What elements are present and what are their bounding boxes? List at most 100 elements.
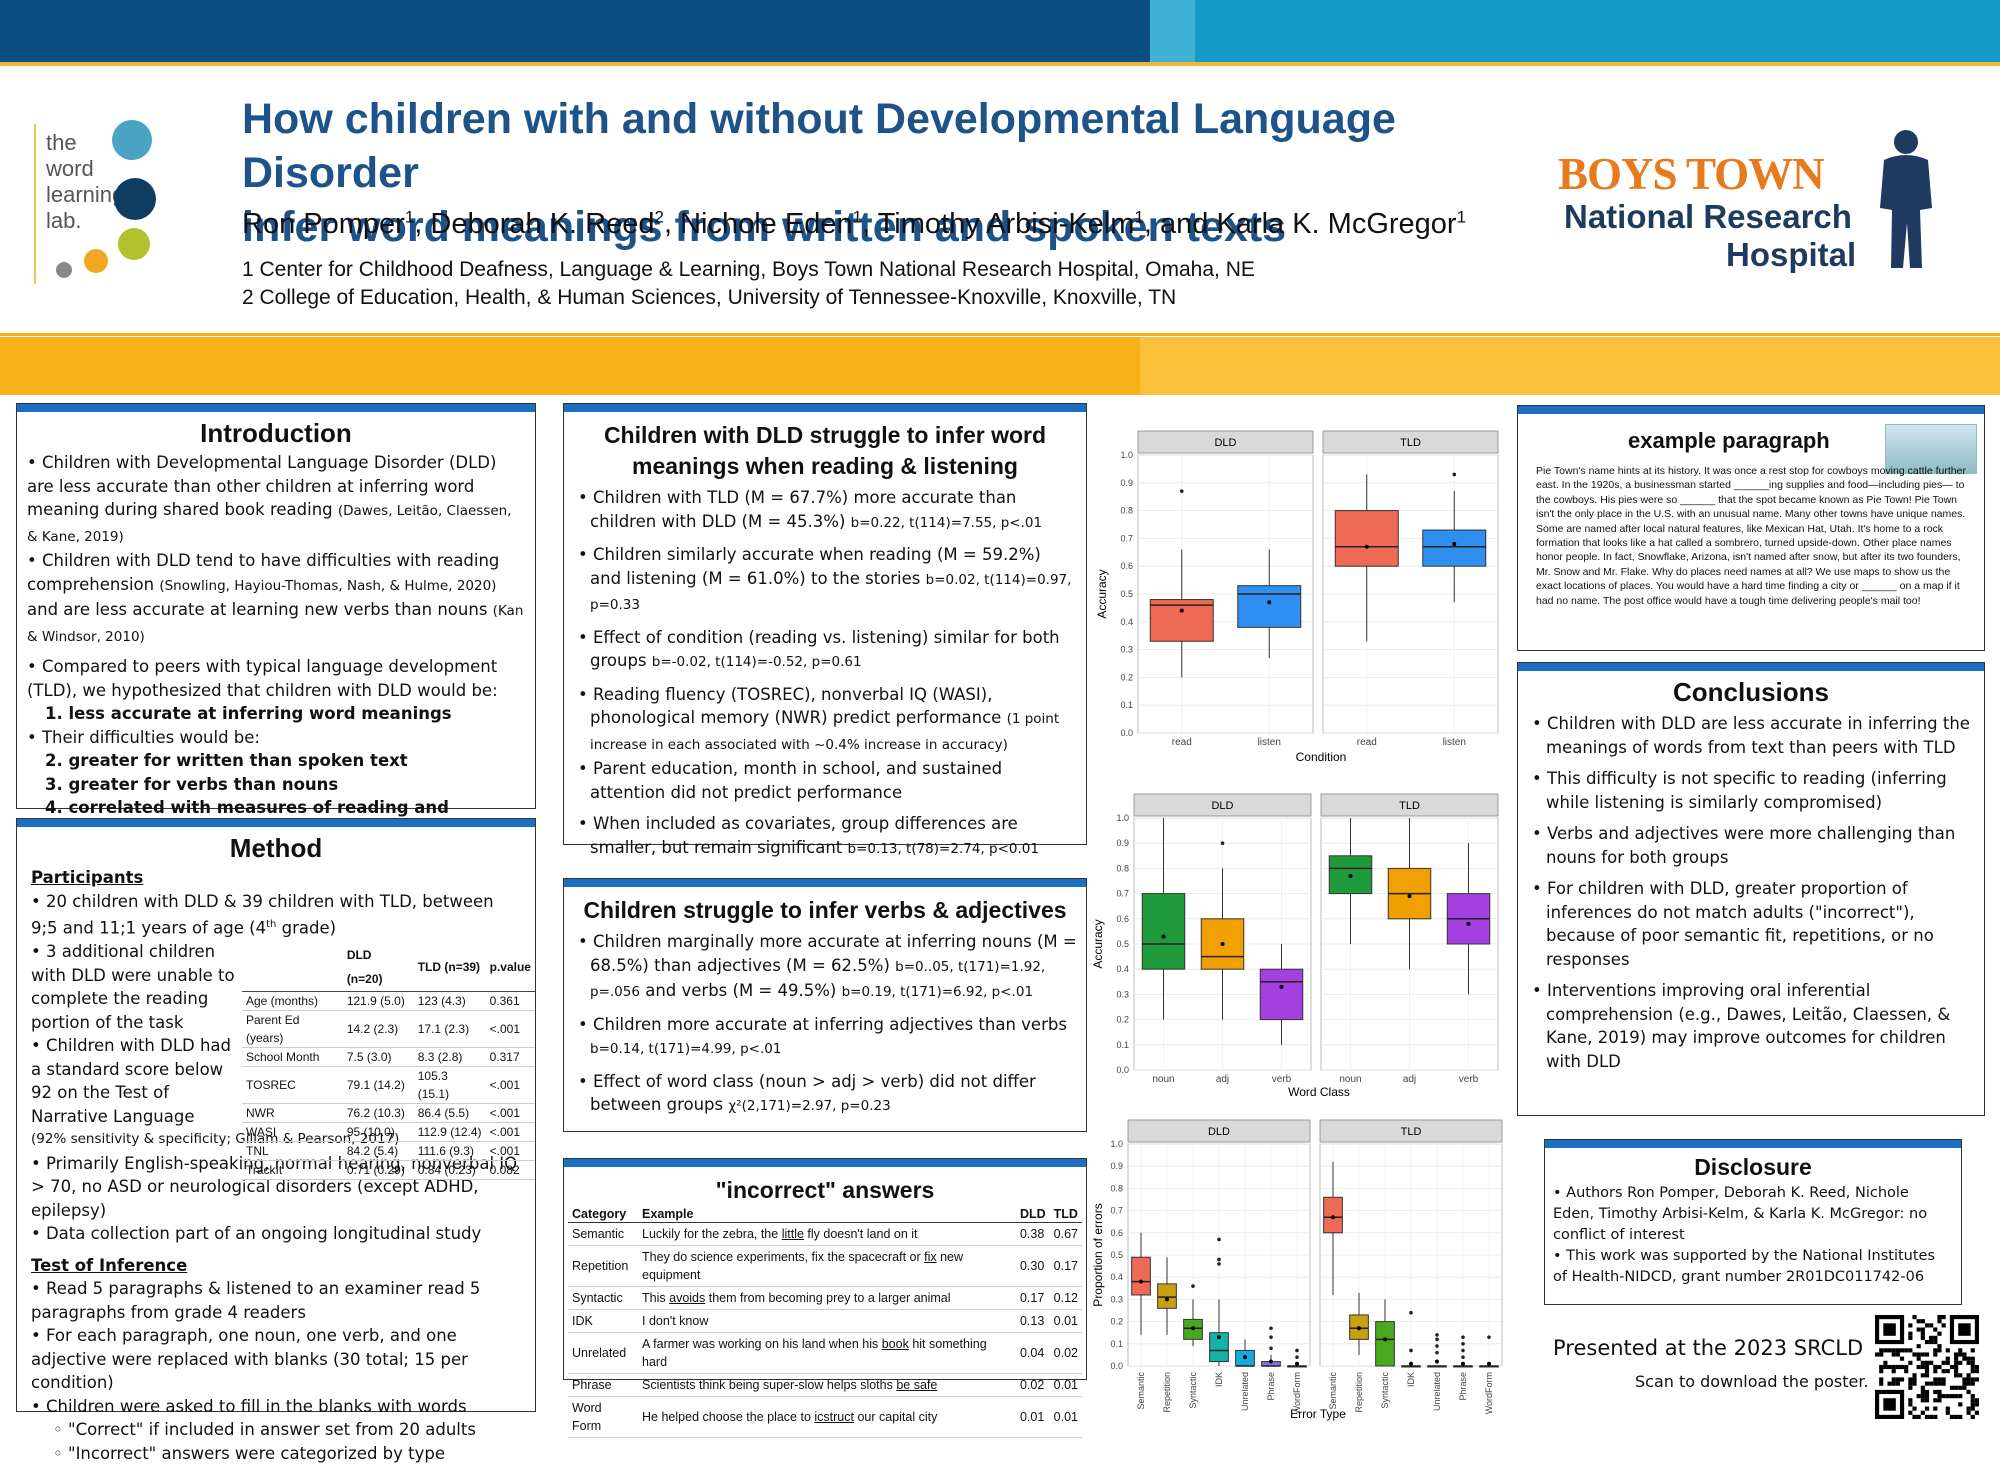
x-tick-label: read: [1357, 737, 1377, 748]
verbs-adjectives-heading: Children struggle to infer verbs & adjec…: [564, 897, 1086, 924]
outlier-point: [1435, 1333, 1439, 1337]
orange-band: [0, 337, 2000, 395]
mean-point: [1365, 545, 1369, 549]
outlier-point: [1452, 473, 1456, 477]
y-tick-label: 0.0: [1116, 1065, 1129, 1075]
x-tick-label: listen: [1443, 737, 1466, 748]
author: and Karla K. McGregor1: [1160, 208, 1466, 240]
mean-point: [1295, 1362, 1299, 1366]
x-tick-label: Syntactic: [1188, 1372, 1198, 1409]
result-bullet: • Children with TLD (M = 67.7%) more acc…: [576, 486, 1076, 535]
y-tick-label: 0.3: [1120, 645, 1133, 655]
qr-code-icon[interactable]: [1875, 1315, 1979, 1419]
mean-point: [1191, 1326, 1195, 1330]
y-tick-label: 0.1: [1110, 1339, 1123, 1349]
conclusion-item: • This difficulty is not specific to rea…: [1530, 767, 1976, 814]
outlier-point: [1217, 1238, 1221, 1242]
method-subbullet: ◦ "Incorrect" answers were categorized b…: [31, 1442, 523, 1465]
hypothesis: 1. less accurate at inferring word meani…: [27, 702, 525, 726]
y-tick-label: 0.5: [1116, 939, 1129, 949]
mean-point: [1461, 1362, 1465, 1366]
outlier-point: [1180, 489, 1184, 493]
mean-point: [1349, 874, 1353, 878]
participants-heading: Participants: [31, 866, 523, 890]
x-tick-label: Semantic: [1328, 1372, 1338, 1410]
mean-point: [1217, 1335, 1221, 1339]
outlier-point: [1221, 841, 1225, 845]
y-tick-label: 0.4: [1116, 964, 1129, 974]
dld-results-panel: Children with DLD struggle to infer word…: [563, 403, 1087, 845]
method-bullet: • For each paragraph, one noun, one verb…: [31, 1324, 523, 1395]
conclusion-item: • For children with DLD, greater proport…: [1530, 877, 1976, 971]
outlier-point: [1217, 1258, 1221, 1262]
x-tick-label: Phrase: [1458, 1372, 1468, 1401]
author: Deborah K. Reed2: [430, 208, 664, 240]
author: Nichole Eden1: [680, 208, 862, 240]
result-bullet: • Reading fluency (TOSREC), nonverbal IQ…: [576, 683, 1076, 758]
y-axis-label: Accuracy: [1091, 919, 1105, 968]
y-tick-label: 0.8: [1116, 863, 1129, 873]
table-header: TLD: [1050, 1206, 1082, 1223]
intro-bullet: • Children with DLD tend to have difficu…: [27, 549, 525, 649]
conclusions-heading: Conclusions: [1518, 677, 1984, 708]
y-tick-label: 0.7: [1120, 533, 1133, 543]
mean-point: [1452, 542, 1456, 546]
y-tick-label: 0.8: [1110, 1183, 1123, 1193]
outlier-point: [1191, 1284, 1195, 1288]
hypothesis: 3. greater for verbs than nouns: [27, 773, 525, 797]
x-tick-label: Syntactic: [1380, 1372, 1390, 1409]
mean-point: [1165, 1297, 1169, 1301]
mean-point: [1331, 1215, 1335, 1219]
conclusions-panel: Conclusions • Children with DLD are less…: [1517, 662, 1985, 1116]
box: [1158, 1284, 1177, 1308]
method-bullet: • Data collection part of an ongoing lon…: [31, 1222, 523, 1246]
method-bullet: • Read 5 paragraphs & listened to an exa…: [31, 1277, 523, 1324]
mean-point: [1409, 1362, 1413, 1366]
mean-point: [1243, 1355, 1247, 1359]
method-heading: Method: [17, 833, 535, 864]
y-tick-label: 0.0: [1120, 728, 1133, 738]
y-tick-label: 0.7: [1116, 889, 1129, 899]
box: [1423, 530, 1486, 566]
mean-point: [1180, 609, 1184, 613]
example-heading: example paragraph: [1628, 428, 1830, 454]
scan-note: Scan to download the poster.: [1635, 1372, 1869, 1391]
outlier-point: [1461, 1342, 1465, 1346]
x-tick-label: WordForm: [1484, 1372, 1494, 1414]
table-row: Age (months)121.9 (5.0)123 (4.3)0.361: [242, 992, 535, 1011]
mean-point: [1269, 1360, 1273, 1364]
mean-point: [1487, 1362, 1491, 1366]
result-bullet: • Children similarly accurate when readi…: [576, 543, 1076, 618]
result-bullet: • Children marginally more accurate at i…: [576, 930, 1078, 1005]
disclosure-panel: Disclosure • Authors Ron Pomper, Deborah…: [1544, 1139, 1962, 1305]
x-tick-label: WordForm: [1292, 1372, 1302, 1414]
outlier-point: [1269, 1335, 1273, 1339]
disclosure-heading: Disclosure: [1545, 1154, 1961, 1181]
method-bullet: • Children with DLD had a standard score…: [31, 1034, 236, 1128]
result-bullet: • Parent education, month in school, and…: [576, 757, 1076, 804]
y-tick-label: 0.7: [1110, 1206, 1123, 1216]
box: [1260, 969, 1302, 1019]
x-tick-label: noun: [1152, 1074, 1174, 1085]
x-tick-label: Repetition: [1354, 1372, 1364, 1413]
facet-label: DLD: [1214, 437, 1236, 449]
box: [1335, 511, 1398, 567]
mean-point: [1357, 1326, 1361, 1330]
outlier-point: [1217, 1262, 1221, 1266]
mean-point: [1280, 985, 1284, 989]
example-paragraph-panel: example paragraph Pie Town's name hints …: [1517, 405, 1985, 651]
x-tick-label: IDK: [1214, 1372, 1224, 1387]
y-tick-label: 0.9: [1116, 838, 1129, 848]
box: [1142, 894, 1184, 970]
y-tick-label: 1.0: [1116, 813, 1129, 823]
author: Ron Pomper1: [242, 208, 414, 240]
mean-point: [1139, 1280, 1143, 1284]
